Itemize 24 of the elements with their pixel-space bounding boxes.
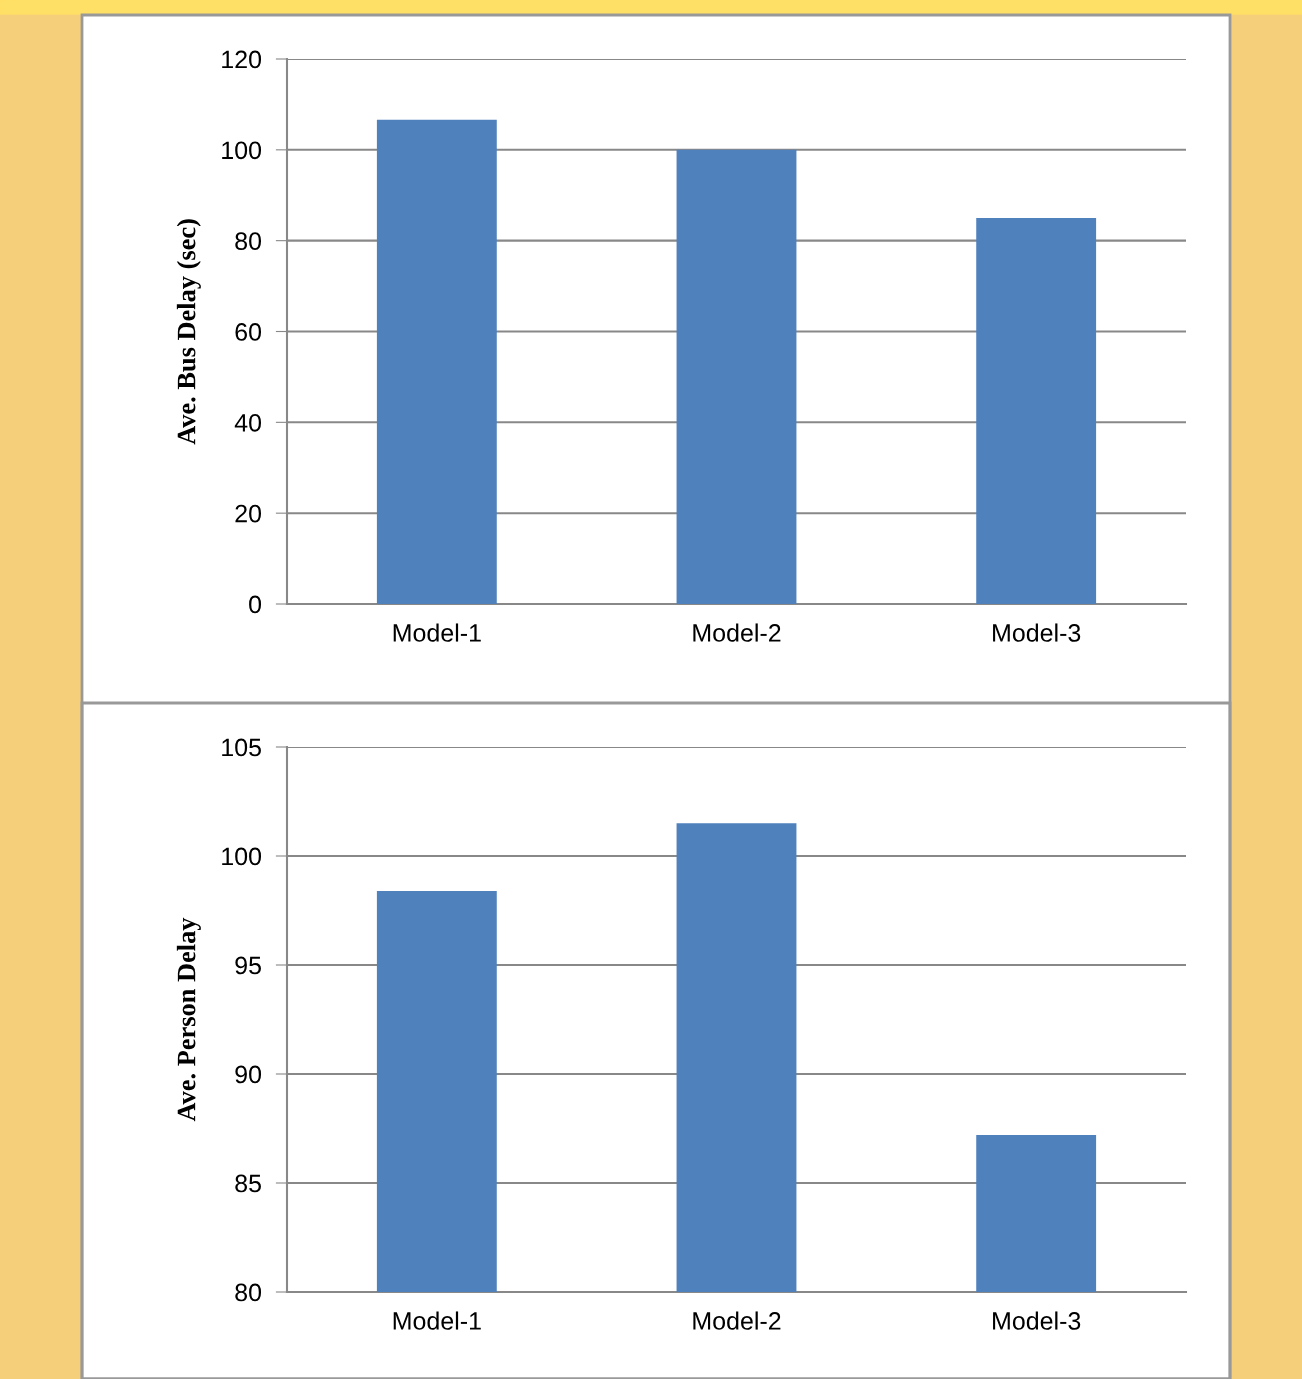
x-tick-label: Model-2	[693, 623, 781, 642]
x-tick-label: Model-2	[693, 1311, 781, 1330]
y-tick-label: 100	[222, 141, 262, 160]
y-tick-label: 100	[222, 847, 262, 866]
y-tick-label: 90	[235, 1065, 262, 1084]
y-tick-label: 40	[234, 413, 262, 432]
bar	[976, 217, 1097, 604]
x-tick-label: Model-3	[993, 623, 1081, 642]
x-tick-label: Model-1	[393, 623, 481, 642]
y-tick-label: 105	[222, 738, 261, 757]
x-tick-label: Model-3	[993, 1311, 1081, 1330]
y-tick-label: 60	[235, 323, 262, 341]
y-tick-label: 95	[235, 956, 261, 975]
y-tick-label: 80	[235, 232, 262, 250]
y-tick-label: 80	[235, 1283, 262, 1302]
y-tick-label: 85	[235, 1174, 261, 1193]
y-axis-title: Ave. Person Delay	[176, 917, 201, 1122]
y-axis-title: Ave. Bus Delay (sec)	[176, 219, 201, 445]
y-tick-label: 0	[249, 595, 262, 614]
y-tick-label: 20	[235, 504, 262, 523]
bar	[376, 119, 497, 604]
y-tick-label: 120	[222, 50, 262, 69]
x-tick-label: Model-1	[393, 1311, 481, 1330]
bar	[676, 149, 797, 604]
